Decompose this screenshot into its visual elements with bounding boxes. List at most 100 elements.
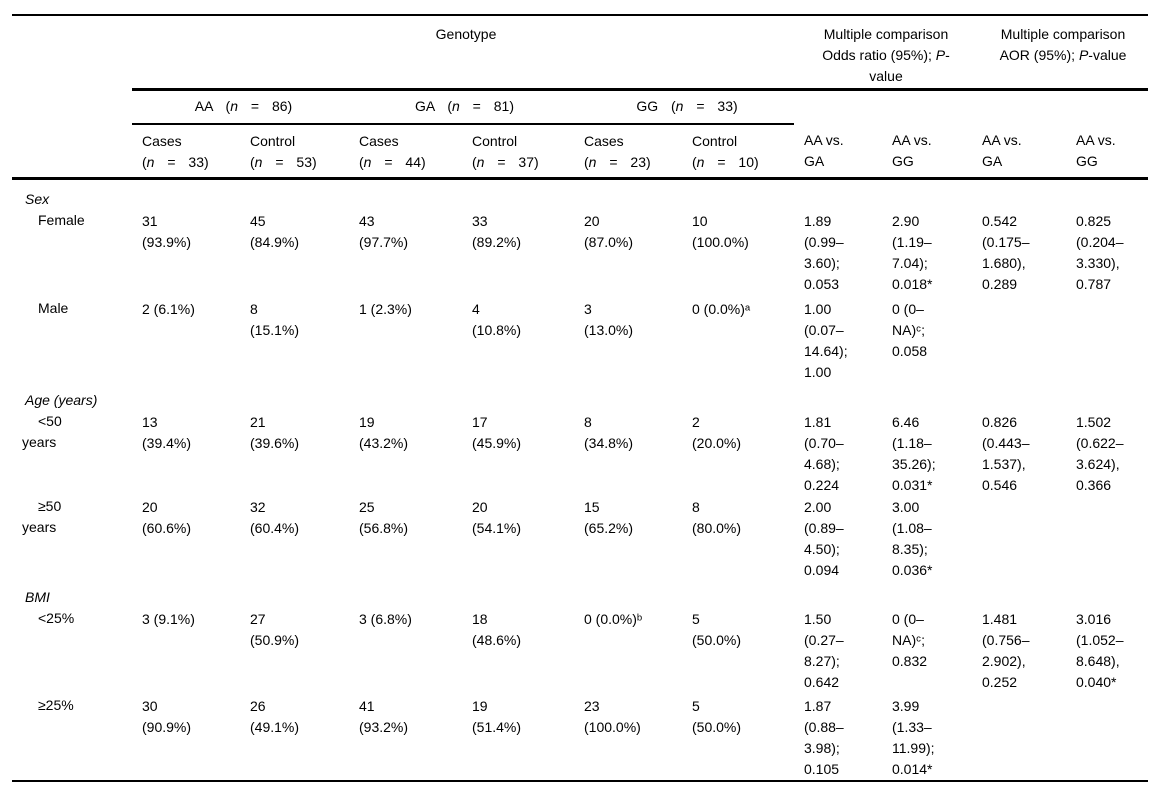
header-multiple-comparison-odds-ratio: Multiple comparison Odds ratio (95%); P-v… xyxy=(794,15,972,91)
table-cell: 33 (89.2%) xyxy=(472,212,522,250)
row-label-male: Male xyxy=(38,299,69,316)
table-cell xyxy=(1066,695,1148,781)
table-cell: 0.542 (0.175– 1.680), 0.289 xyxy=(982,212,1030,292)
row-label-under-50-years: <50 years xyxy=(22,412,62,450)
table-cell: 0.825 (0.204– 3.330), 0.787 xyxy=(1076,212,1124,292)
genotype-comparison-table: Genotype Multiple comparison Odds ratio (… xyxy=(12,14,1148,782)
table-cell: 1.502 (0.622– 3.624), 0.366 xyxy=(1076,413,1124,493)
table-cell: 5 (50.0%) xyxy=(692,697,742,735)
header-group-aa: AA (n = 86) xyxy=(132,89,349,125)
header-gg-cases: Cases (n = 23) xyxy=(574,124,682,180)
header-multiple-comparison-aor: Multiple comparison AOR (95%); P-value xyxy=(972,15,1148,91)
table-cell xyxy=(972,298,1066,388)
table-cell xyxy=(972,496,1066,585)
header-group-spacer xyxy=(794,89,1148,124)
table-cell: 0 (0– NA)ᶜ; 0.832 xyxy=(892,610,928,669)
header-row-top: Genotype Multiple comparison Odds ratio (… xyxy=(12,15,1148,180)
table-cell: 19 (51.4%) xyxy=(472,697,522,735)
header-or-aa-vs-ga: AA vs. GA xyxy=(794,124,882,180)
table-cell: 26 (49.1%) xyxy=(250,697,300,735)
table-cell: 5 (50.0%) xyxy=(692,610,742,648)
table-cell: 6.46 (1.18– 35.26); 0.031* xyxy=(892,413,936,493)
table-cell: 30 (90.9%) xyxy=(142,697,192,735)
table-cell: 21 (39.6%) xyxy=(250,413,300,451)
table-cell: 15 (65.2%) xyxy=(584,498,634,536)
table-row-female: Female 31 (93.9%) 45 (84.9%) 43 (97.7%) 33(… xyxy=(12,210,1148,298)
header-aa-cases: Cases (n = 33) xyxy=(132,124,240,180)
header-group-gg: GG (n = 33) xyxy=(574,89,794,125)
table-cell: 32 (60.4%) xyxy=(250,498,300,536)
table-cell: 10 (100.0%) xyxy=(692,212,749,250)
table-cell: 25 (56.8%) xyxy=(359,498,409,536)
table-cell: 2.00 (0.89– 4.50); 0.094 xyxy=(804,498,844,578)
table-cell xyxy=(972,695,1066,781)
table-row-bmi-25-and-over: ≥25% 30 (90.9%) 26 (49.1%) 41 (93.2%) 19 (51… xyxy=(12,695,1148,781)
table-cell: 19 (43.2%) xyxy=(359,413,409,451)
header-aor-aa-vs-gg: AA vs. GG xyxy=(1066,124,1148,180)
table-row-male: Male 2 (6.1%) 8 (15.1%) 1 (2.3%) 4 (10.8%)… xyxy=(12,298,1148,388)
header-ga-cases: Cases (n = 44) xyxy=(349,124,462,180)
table-cell: 3 (9.1%) xyxy=(142,610,195,627)
table-cell: 3.016 (1.052– 8.648), 0.040* xyxy=(1076,610,1124,690)
header-row-genotype-groups: AA (n = 86) GA (n = 81) GG (n = 33) xyxy=(12,89,1148,125)
table-cell: 20 (87.0%) xyxy=(584,212,634,250)
table-cell: 3 (6.8%) xyxy=(359,610,412,627)
header-corner-cell xyxy=(12,15,132,180)
section-label-bmi: BMI xyxy=(25,588,50,605)
row-label-50-years-and-over: ≥50 years xyxy=(22,497,62,535)
table-cell: 45 (84.9%) xyxy=(250,212,300,250)
table-cell: 1.481 (0.756– 2.902), 0.252 xyxy=(982,610,1030,690)
table-cell: 18 (48.6%) xyxy=(472,610,522,648)
table-cell: 1.89 (0.99– 3.60); 0.053 xyxy=(804,212,844,292)
table-cell: 41 (93.2%) xyxy=(359,697,409,735)
section-row-sex: Sex xyxy=(12,178,1148,210)
table-cell: 3.00 (1.08– 8.35); 0.036* xyxy=(892,498,933,578)
table-cell xyxy=(1066,298,1148,388)
table-cell: 1.87 (0.88– 3.98); 0.105 xyxy=(804,697,844,777)
table-cell: 8 (80.0%) xyxy=(692,498,742,536)
table-cell: 23 (100.0%) xyxy=(584,697,641,735)
header-genotype: Genotype xyxy=(132,15,794,91)
section-row-age: Age (years) xyxy=(12,388,1148,411)
table-cell: 20 (60.6%) xyxy=(142,498,192,536)
table-row-50-years-and-over: ≥50 years 20 (60.6%) 32 (60.4%) 25 (56.8%) 2… xyxy=(12,496,1148,585)
row-label-bmi-25-and-over: ≥25% xyxy=(38,696,74,713)
table-cell: 0 (0.0%)ᵃ xyxy=(692,300,751,317)
table-cell: 8 (34.8%) xyxy=(584,413,634,451)
table-row-under-50-years: <50 years 13 (39.4%) 21 (39.6%) 19 (43.2%) 1… xyxy=(12,411,1148,496)
section-label-age: Age (years) xyxy=(25,391,98,408)
header-group-ga: GA (n = 81) xyxy=(349,89,574,125)
table-cell: 27 (50.9%) xyxy=(250,610,300,648)
table-cell xyxy=(1066,496,1148,585)
header-ga-control: Control (n = 37) xyxy=(462,124,574,180)
table-cell: 13 (39.4%) xyxy=(142,413,192,451)
table-cell: 8 (15.1%) xyxy=(250,300,300,338)
table-cell: 1.50 (0.27– 8.27); 0.642 xyxy=(804,610,844,690)
section-label-sex: Sex xyxy=(25,190,50,207)
header-or-aa-vs-gg: AA vs. GG xyxy=(882,124,972,180)
table-cell: 0 (0.0%)ᵇ xyxy=(584,610,643,627)
table-cell: 0 (0– NA)ᶜ; 0.058 xyxy=(892,300,928,359)
table-cell: 2 (6.1%) xyxy=(142,300,195,317)
table-cell: 1.00 (0.07– 14.64); 1.00 xyxy=(804,300,848,380)
table-cell: 1.81 (0.70– 4.68); 0.224 xyxy=(804,413,844,493)
table-cell: 43 (97.7%) xyxy=(359,212,409,250)
table-cell: 4 (10.8%) xyxy=(472,300,522,338)
table-cell: 3.99 (1.33– 11.99); 0.014* xyxy=(892,697,935,777)
header-aa-control: Control (n = 53) xyxy=(240,124,349,180)
table-cell: 20 (54.1%) xyxy=(472,498,522,536)
table-cell: 17 (45.9%) xyxy=(472,413,522,451)
table-cell: 3 (13.0%) xyxy=(584,300,634,338)
table-cell: 2 (20.0%) xyxy=(692,413,742,451)
row-label-female: Female xyxy=(38,211,85,228)
table-cell: 0.826 (0.443– 1.537), 0.546 xyxy=(982,413,1030,493)
table-row-bmi-under-25: <25% 3 (9.1%) 27 (50.9%) 3 (6.8%) 18 (48.6… xyxy=(12,608,1148,695)
table-cell: 2.90 (1.19– 7.04); 0.018* xyxy=(892,212,933,292)
table-cell: 1 (2.3%) xyxy=(359,300,412,317)
table-cell: 31 (93.9%) xyxy=(142,212,192,250)
header-gg-control: Control (n = 10) xyxy=(682,124,794,180)
header-row-subcolumns: Cases (n = 33) Control (n = 53) Cases (n = … xyxy=(12,124,1148,180)
row-label-bmi-under-25: <25% xyxy=(38,609,75,626)
section-row-bmi: BMI xyxy=(12,585,1148,608)
